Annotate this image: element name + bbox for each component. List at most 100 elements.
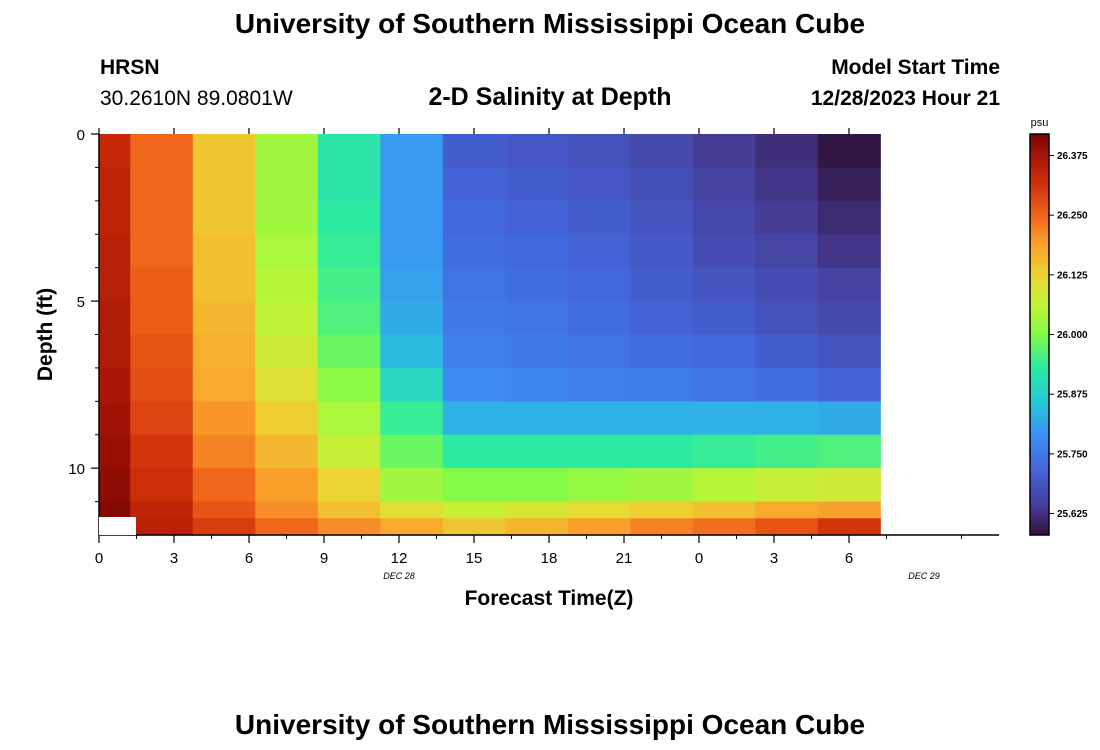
x-tick-label: 0 <box>695 550 703 567</box>
heatmap-cell <box>505 234 569 269</box>
heatmap-cell <box>567 234 631 269</box>
heatmap-cell <box>442 367 506 402</box>
heatmap-cell <box>442 167 506 202</box>
heatmap-cell <box>255 267 319 302</box>
heatmap-cell <box>630 367 694 402</box>
heatmap-cell <box>442 401 506 436</box>
heatmap-cell <box>130 434 194 469</box>
x-axis-label: Forecast Time(Z) <box>465 587 634 610</box>
heatmap-cell <box>817 234 881 269</box>
footer-title: University of Southern Mississippi Ocean… <box>234 709 866 740</box>
heatmap-cell <box>755 234 819 269</box>
colorbar-tick-label: 26.375 <box>1057 151 1088 162</box>
heatmap-cell <box>380 434 444 469</box>
heatmap-cell <box>317 200 381 235</box>
heatmap-cell <box>692 134 756 169</box>
heatmap-cell <box>192 134 256 169</box>
x-tick-label: 9 <box>320 550 328 567</box>
heatmap-cell <box>130 334 194 369</box>
heatmap-cell <box>755 267 819 302</box>
heatmap-cell <box>380 501 444 519</box>
heatmap-cell <box>255 401 319 436</box>
heatmap-cell <box>755 468 819 503</box>
heatmap-cell <box>380 301 444 336</box>
heatmap-cell <box>442 334 506 369</box>
heatmap-cell <box>317 334 381 369</box>
heatmap-cell <box>630 301 694 336</box>
heatmap-cell <box>317 234 381 269</box>
heatmap-cell <box>817 301 881 336</box>
heatmap-cell <box>692 367 756 402</box>
heatmap-cell <box>630 234 694 269</box>
heatmap-cell <box>505 501 569 519</box>
colorbar-tick-label: 25.875 <box>1057 390 1088 401</box>
missing-data-cell <box>99 517 136 535</box>
heatmap-cell <box>817 167 881 202</box>
heatmap-cell <box>817 468 881 503</box>
heatmap-cell <box>317 301 381 336</box>
heatmap-cell <box>130 367 194 402</box>
colorbar-tick-label: 25.750 <box>1057 449 1088 460</box>
heatmap-cell <box>630 167 694 202</box>
heatmap-cell <box>505 267 569 302</box>
x-tick-label: 15 <box>466 550 483 567</box>
heatmap-cell <box>99 267 131 302</box>
heatmap-cell <box>505 367 569 402</box>
heatmap-cell <box>567 200 631 235</box>
heatmap-cell <box>317 267 381 302</box>
heatmap-cell <box>755 200 819 235</box>
heatmap-cell <box>255 200 319 235</box>
heatmap-cell <box>99 434 131 469</box>
heatmap-cell <box>192 167 256 202</box>
y-tick-label: 0 <box>77 127 85 144</box>
heatmap-cell <box>567 434 631 469</box>
heatmap-cell <box>692 501 756 519</box>
heatmap-cell <box>99 501 131 519</box>
heatmap-cell <box>192 367 256 402</box>
heatmap-cell <box>130 234 194 269</box>
heatmap-cell <box>817 367 881 402</box>
heatmap-cell <box>442 501 506 519</box>
heatmap-cell <box>567 367 631 402</box>
page-title: University of Southern Mississippi Ocean… <box>234 8 866 39</box>
heatmap-cell <box>317 134 381 169</box>
heatmap-cell <box>192 401 256 436</box>
heatmap-cell <box>755 518 819 536</box>
x-tick-label: 21 <box>616 550 633 567</box>
heatmap-cell <box>255 367 319 402</box>
heatmap-cell <box>317 468 381 503</box>
colorbar-tick-label: 26.125 <box>1057 270 1088 281</box>
date-label: DEC 28 <box>383 571 415 581</box>
heatmap-cell <box>192 518 256 536</box>
model-start-time: 12/28/2023 Hour 21 <box>810 87 1000 110</box>
heatmap-cell <box>192 334 256 369</box>
heatmap-cell <box>99 234 131 269</box>
heatmap-cell <box>567 401 631 436</box>
colorbar-tick-label: 26.250 <box>1057 211 1088 222</box>
heatmap-cell <box>255 501 319 519</box>
heatmap-cell <box>567 134 631 169</box>
heatmap-cell <box>755 167 819 202</box>
heatmap-cell <box>99 134 131 169</box>
heatmap-cell <box>817 401 881 436</box>
x-tick-label: 12 <box>391 550 408 567</box>
heatmap-cell <box>692 434 756 469</box>
heatmap-cell <box>755 401 819 436</box>
heatmap-cell <box>567 518 631 536</box>
x-tick-label: 18 <box>541 550 558 567</box>
x-tick-label: 6 <box>845 550 853 567</box>
heatmap-cell <box>755 434 819 469</box>
colorbar-tick-label: 26.000 <box>1057 330 1088 341</box>
heatmap-cell <box>255 434 319 469</box>
heatmap-cell <box>755 367 819 402</box>
heatmap-cell <box>380 200 444 235</box>
heatmap-cell <box>99 301 131 336</box>
heatmap-cell <box>817 334 881 369</box>
heatmap-cell <box>630 267 694 302</box>
heatmap-cell <box>505 167 569 202</box>
heatmap-cell <box>99 167 131 202</box>
station-name: HRSN <box>100 56 160 79</box>
heatmap-cell <box>317 167 381 202</box>
heatmap-cell <box>130 167 194 202</box>
